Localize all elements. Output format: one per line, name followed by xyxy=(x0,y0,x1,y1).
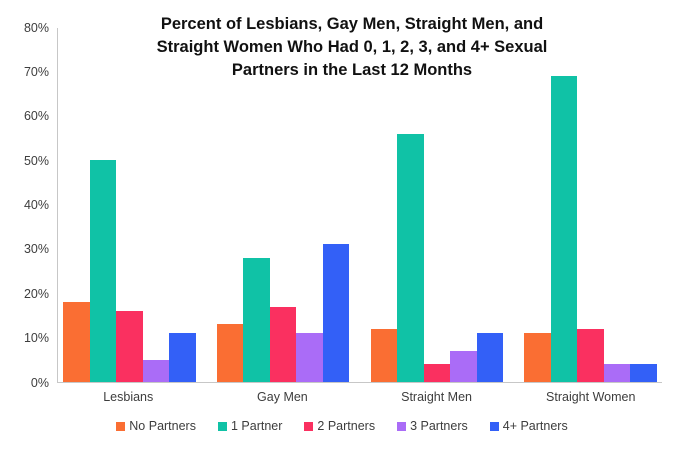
bar-3-partners-lesbians xyxy=(142,359,169,382)
bar-2-partners-straight-women xyxy=(577,328,604,382)
y-tick-label-70: 70% xyxy=(23,64,49,79)
legend: No Partners 1 Partner 2 Partners 3 Partners… xyxy=(0,419,684,434)
bar-4-partners-straight-women xyxy=(630,364,657,382)
bar-4-partners-straight-men xyxy=(476,333,504,382)
legend-label-4-partners: 4+ Partners xyxy=(502,419,568,433)
legend-item-4-partners: 4+ Partners xyxy=(489,419,568,434)
chart-title-line-2: Straight Women Who Had 0, 1, 2, 3, and 4… xyxy=(156,38,548,56)
bar-3-partners-straight-men xyxy=(450,350,477,382)
y-axis: 0% 10% 20% 30% 40% 50% 60% 70% 80% xyxy=(0,0,49,449)
bar-no-partners-gay-men xyxy=(216,324,244,382)
x-category-label-straight-women: Straight Women xyxy=(546,390,636,404)
legend-item-1-partner: 1 Partner xyxy=(217,419,283,434)
bar-1-partner-gay-men xyxy=(243,257,270,382)
bar-4-partners-gay-men xyxy=(322,244,350,382)
legend-swatch-3-partners xyxy=(397,422,407,431)
legend-label-3-partners: 3 Partners xyxy=(410,419,468,433)
bar-no-partners-straight-men xyxy=(370,328,398,382)
y-tick-label-0: 0% xyxy=(30,375,49,390)
legend-label-2-partners: 2 Partners xyxy=(317,419,376,433)
bar-2-partners-gay-men xyxy=(269,306,297,382)
chart-title-line-1: Percent of Lesbians, Gay Men, Straight M… xyxy=(160,15,544,33)
bar-1-partner-straight-men xyxy=(397,133,424,382)
bar-1-partner-lesbians xyxy=(89,160,116,382)
bar-4-partners-lesbians xyxy=(169,333,196,382)
legend-swatch-2-partners xyxy=(304,422,314,431)
bar-group-lesbians xyxy=(63,28,196,382)
bar-no-partners-lesbians xyxy=(63,302,90,382)
legend-item-2-partners: 2 Partners xyxy=(304,419,375,434)
plot-area xyxy=(57,28,662,383)
y-tick-label-10: 10% xyxy=(23,331,49,346)
legend-swatch-1-partner xyxy=(217,422,227,431)
y-tick-label-30: 30% xyxy=(23,242,49,257)
y-tick-label-50: 50% xyxy=(23,153,49,168)
bar-group-straight-men xyxy=(370,28,504,382)
y-tick-label-60: 60% xyxy=(23,109,49,124)
bar-3-partners-gay-men xyxy=(296,333,323,382)
legend-swatch-no-partners xyxy=(116,422,126,431)
bar-2-partners-straight-men xyxy=(423,364,451,382)
bar-group-gay-men xyxy=(216,28,350,382)
chart-title-line-3: Partners in the Last 12 Months xyxy=(231,61,473,79)
y-tick-label-80: 80% xyxy=(23,20,49,35)
legend-label-no-partners: No Partners xyxy=(129,419,196,433)
legend-label-1-partner: 1 Partner xyxy=(230,419,283,433)
x-category-label-lesbians: Lesbians xyxy=(103,390,154,404)
legend-swatch-4-partners xyxy=(489,422,499,431)
bar-1-partner-straight-women xyxy=(550,75,578,382)
bar-no-partners-straight-women xyxy=(524,333,551,382)
y-tick-label-20: 20% xyxy=(23,286,49,301)
legend-item-no-partners: No Partners xyxy=(116,419,196,434)
bar-2-partners-lesbians xyxy=(116,311,143,382)
y-tick-label-40: 40% xyxy=(23,198,49,212)
chart-title: Percent of Lesbians, Gay Men, Straight M… xyxy=(40,13,664,82)
bar-3-partners-straight-women xyxy=(603,364,631,382)
legend-item-3-partners: 3 Partners xyxy=(397,419,468,434)
x-axis: Lesbians Gay Men Straight Men Straight Wome… xyxy=(57,390,662,405)
bar-group-straight-women xyxy=(524,28,657,382)
x-category-label-gay-men: Gay Men xyxy=(257,390,308,404)
x-category-label-straight-men: Straight Men xyxy=(401,390,472,404)
